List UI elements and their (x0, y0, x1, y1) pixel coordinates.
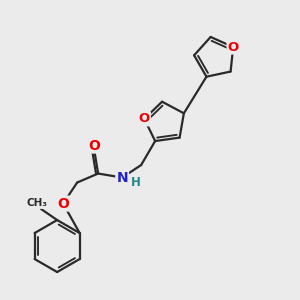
Text: O: O (139, 112, 150, 125)
Text: O: O (57, 196, 69, 211)
Text: O: O (88, 139, 100, 152)
Text: N: N (116, 170, 128, 184)
Text: O: O (228, 40, 239, 53)
Text: H: H (131, 176, 141, 189)
Text: CH₃: CH₃ (27, 198, 48, 208)
